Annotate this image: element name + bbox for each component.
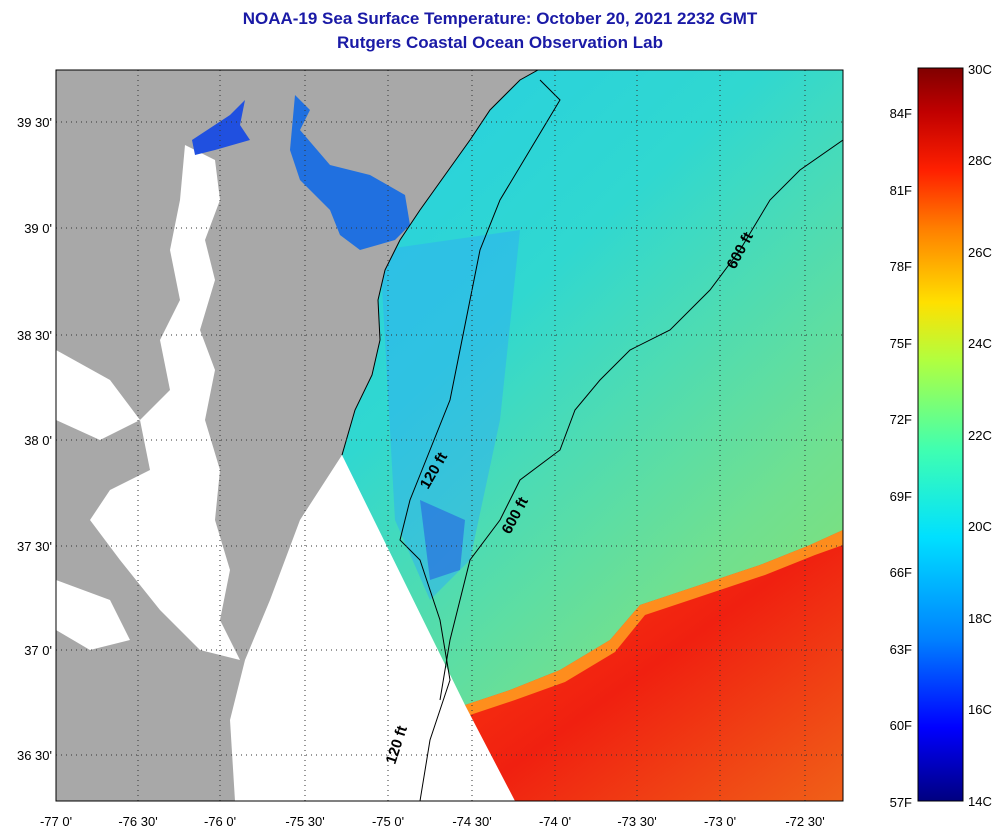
james-river bbox=[56, 580, 130, 650]
lon-label: -72 30' bbox=[785, 814, 824, 829]
colorbar-celsius-labels: 30C 28C 26C 24C 22C 20C 18C 16C 14C bbox=[968, 62, 992, 809]
map-frame bbox=[55, 69, 844, 802]
upper-bay-water bbox=[192, 100, 250, 155]
lat-label: 36 30' bbox=[17, 748, 52, 763]
c-label: 28C bbox=[968, 153, 992, 168]
f-label: 81F bbox=[890, 183, 912, 198]
lon-label: -76 30' bbox=[118, 814, 157, 829]
map-area: 120 ft 600 ft 600 ft 120 ft bbox=[56, 70, 843, 801]
lon-label: -74 30' bbox=[452, 814, 491, 829]
lat-label: 37 0' bbox=[24, 643, 52, 658]
lon-label: -75 0' bbox=[372, 814, 404, 829]
c-label: 14C bbox=[968, 794, 992, 809]
lat-label: 38 0' bbox=[24, 433, 52, 448]
c-label: 24C bbox=[968, 336, 992, 351]
map-subtitle: Rutgers Coastal Ocean Observation Lab bbox=[337, 33, 663, 52]
c-label: 30C bbox=[968, 62, 992, 77]
lon-label: -74 0' bbox=[539, 814, 571, 829]
lat-label: 39 0' bbox=[24, 221, 52, 236]
potomac-river bbox=[56, 350, 140, 440]
isobath-600ft bbox=[439, 139, 843, 701]
lon-label: -76 0' bbox=[204, 814, 236, 829]
c-label: 16C bbox=[968, 702, 992, 717]
frontal-boundary bbox=[465, 530, 843, 715]
c-label: 26C bbox=[968, 245, 992, 260]
gulf-stream-water bbox=[465, 530, 843, 801]
colorbar-fahrenheit-labels: 84F 81F 78F 75F 72F 69F 66F 63F 60F 57F bbox=[890, 106, 912, 810]
f-label: 78F bbox=[890, 259, 912, 274]
delaware-bay bbox=[290, 95, 410, 250]
map-title: NOAA-19 Sea Surface Temperature: October… bbox=[242, 9, 758, 28]
coastline bbox=[341, 70, 539, 456]
lat-label: 38 30' bbox=[17, 328, 52, 343]
f-label: 84F bbox=[890, 106, 912, 121]
cool-water-patch bbox=[380, 230, 520, 600]
f-label: 60F bbox=[890, 718, 912, 733]
cold-water-patch bbox=[420, 500, 465, 580]
f-label: 75F bbox=[890, 336, 912, 351]
lon-label: -73 30' bbox=[617, 814, 656, 829]
lon-label: -75 30' bbox=[285, 814, 324, 829]
lat-label: 37 30' bbox=[17, 539, 52, 554]
c-label: 22C bbox=[968, 428, 992, 443]
grid bbox=[56, 70, 843, 801]
f-label: 69F bbox=[890, 489, 912, 504]
f-label: 57F bbox=[890, 795, 912, 810]
latitude-axis: 39 30' 39 0' 38 30' 38 0' 37 30' 37 0' 3… bbox=[17, 115, 52, 763]
c-label: 20C bbox=[968, 519, 992, 534]
f-label: 66F bbox=[890, 565, 912, 580]
longitude-axis: -77 0' -76 30' -76 0' -75 30' -75 0' -74… bbox=[40, 814, 825, 829]
lon-label: -77 0' bbox=[40, 814, 72, 829]
colorbar bbox=[917, 67, 964, 802]
c-label: 18C bbox=[968, 611, 992, 626]
lon-label: -73 0' bbox=[704, 814, 736, 829]
chesapeake-bay bbox=[90, 145, 240, 660]
lat-label: 39 30' bbox=[17, 115, 52, 130]
isobath-120ft bbox=[399, 79, 561, 801]
f-label: 72F bbox=[890, 412, 912, 427]
f-label: 63F bbox=[890, 642, 912, 657]
